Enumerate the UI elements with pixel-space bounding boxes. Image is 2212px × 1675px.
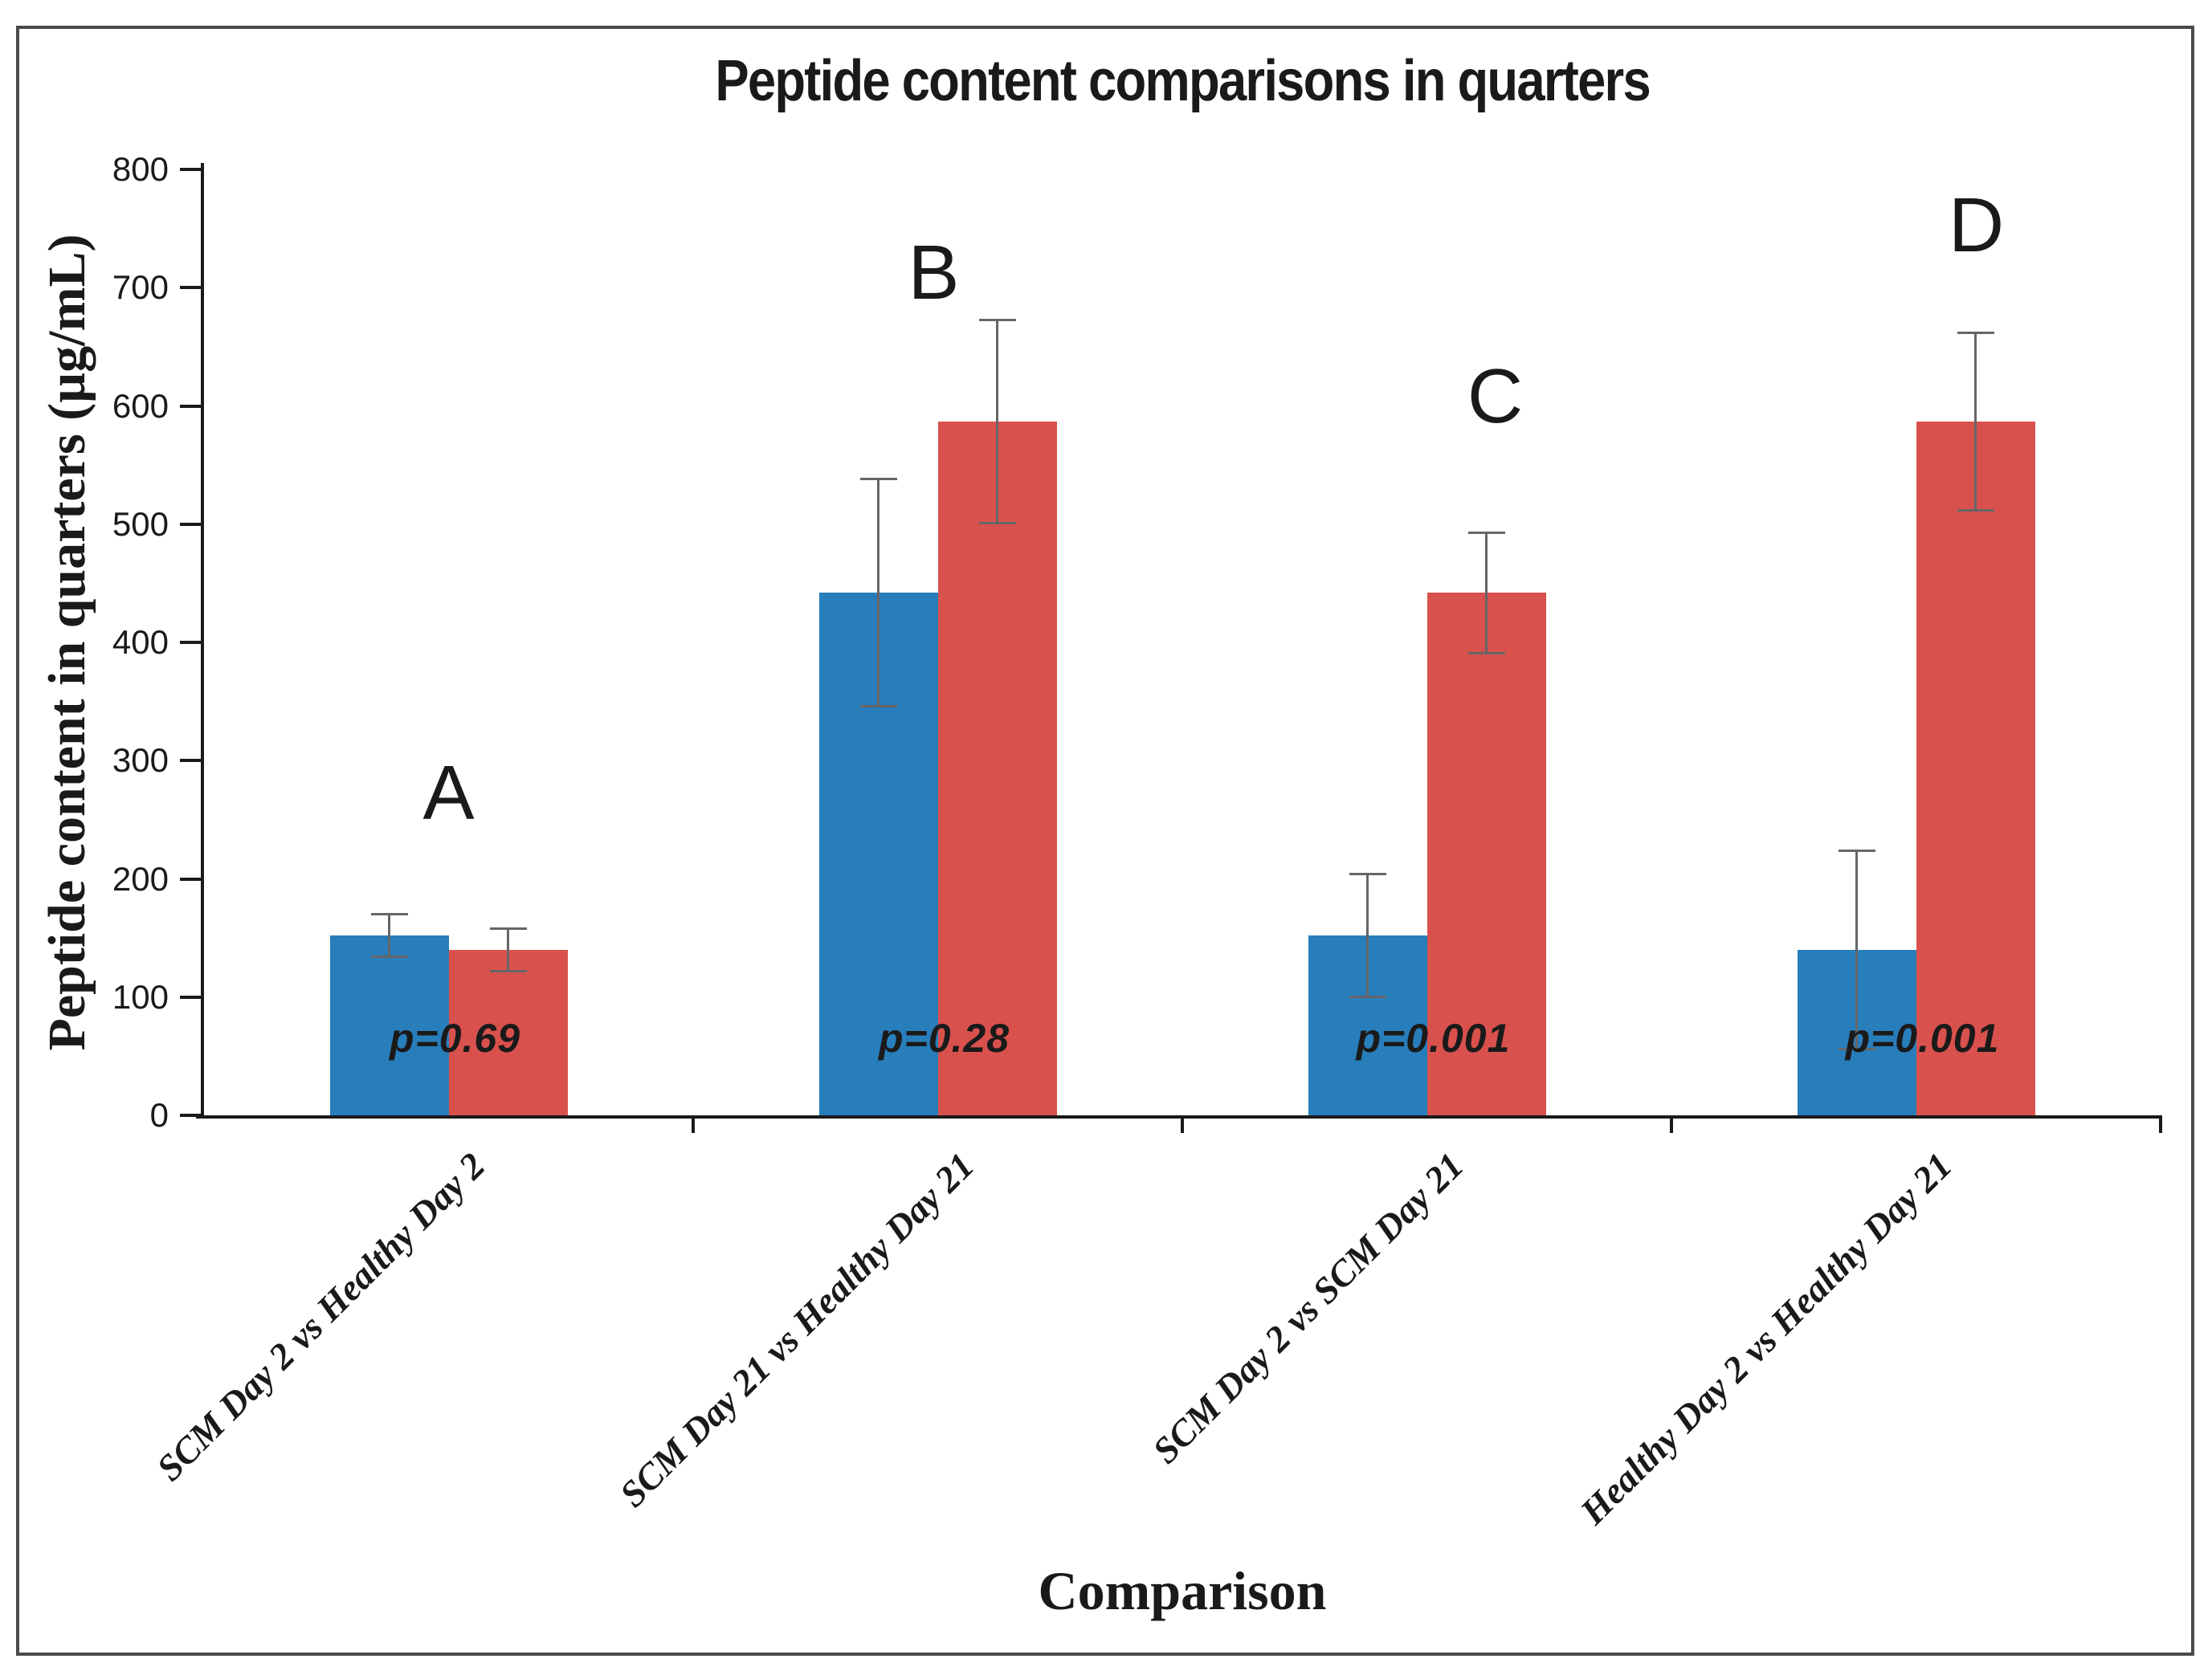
error-bar: [370, 913, 408, 959]
x-tick: [2159, 1119, 2162, 1133]
error-bar: [1838, 849, 1875, 1051]
y-tick-label: 300: [112, 741, 169, 780]
y-tick: [180, 877, 201, 881]
figure-border: [16, 26, 2194, 1656]
y-tick: [180, 641, 201, 644]
x-tick: [1670, 1119, 1673, 1133]
y-tick-label: 600: [112, 386, 169, 425]
y-tick-label: 400: [112, 623, 169, 661]
annotation-letter: D: [1948, 181, 2005, 268]
y-tick: [180, 759, 201, 763]
bar-red-series: [1916, 421, 2035, 1115]
annotation-letter: A: [422, 749, 475, 836]
error-bar: [978, 318, 1016, 524]
x-axis-line: [196, 1115, 2162, 1119]
bar-red-series: [1426, 593, 1546, 1115]
annotation-letter: C: [1467, 353, 1524, 440]
y-tick-label: 100: [112, 977, 169, 1016]
y-tick-label: 0: [149, 1096, 169, 1134]
bar-red-series: [937, 421, 1057, 1115]
y-tick-label: 200: [112, 859, 169, 898]
x-tick: [692, 1119, 695, 1133]
x-axis-title: Comparison: [1038, 1560, 1327, 1621]
bar-red-series: [448, 949, 568, 1115]
y-tick: [180, 1114, 201, 1117]
error-bar: [1467, 531, 1505, 654]
p-value-label: p=0.001: [1845, 1016, 2000, 1062]
p-value-label: p=0.28: [878, 1016, 1010, 1062]
y-tick: [180, 995, 201, 999]
error-bar: [489, 927, 527, 972]
y-tick-label: 800: [112, 150, 169, 188]
error-bar: [1349, 873, 1386, 999]
y-tick: [180, 286, 201, 290]
y-axis-line: [201, 163, 204, 1119]
plot-area: 0 100 200 300 400 500 600 700 800 SCM Day 2 vs He…: [112, 153, 2162, 1532]
error-bar: [859, 478, 897, 707]
error-bar: [1957, 331, 1994, 511]
p-value-label: p=0.001: [1356, 1016, 1511, 1062]
y-tick: [180, 404, 201, 408]
y-tick-label: 700: [112, 268, 169, 307]
y-tick: [180, 168, 201, 171]
annotation-letter: B: [908, 229, 960, 316]
x-tick: [1181, 1119, 1184, 1133]
chart-title-text: Peptide content comparisons in quarters: [715, 49, 1651, 113]
p-value-label: p=0.69: [389, 1016, 521, 1062]
chart-title: Peptide content comparisons in quarters: [204, 48, 2161, 114]
y-tick-label: 500: [112, 504, 169, 543]
bar-blue-series: [329, 935, 449, 1115]
y-tick: [180, 522, 201, 526]
y-axis-title: Peptide content in quarters (µg/mL): [38, 234, 96, 1051]
